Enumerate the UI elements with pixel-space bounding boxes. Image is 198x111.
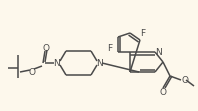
Text: F: F	[108, 44, 112, 53]
Text: O: O	[43, 44, 50, 53]
Text: N: N	[54, 58, 60, 67]
Text: F: F	[140, 29, 146, 38]
Text: N: N	[97, 58, 103, 67]
Text: O: O	[182, 75, 188, 84]
Text: O: O	[29, 67, 35, 76]
Text: N: N	[156, 48, 162, 56]
Text: O: O	[160, 87, 167, 96]
